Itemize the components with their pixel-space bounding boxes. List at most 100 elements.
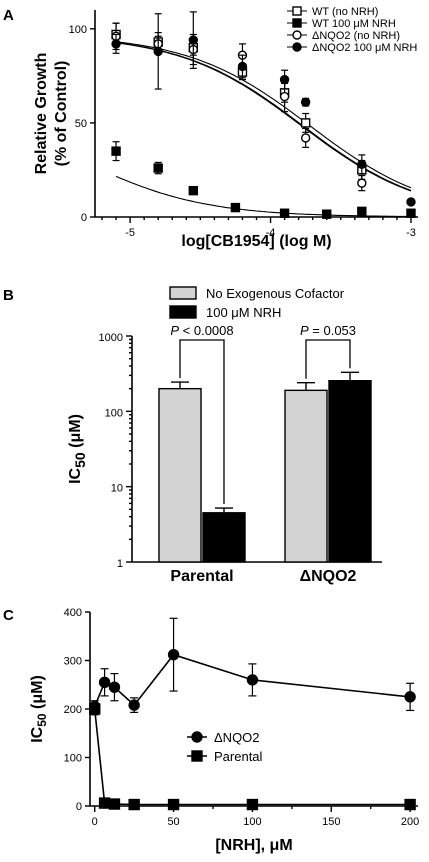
bar-nqo2-s1 (284, 389, 328, 563)
legend-label: No Exogenous Cofactor (206, 286, 345, 301)
y-tick-label: 100 (64, 753, 82, 765)
data-point-s4 (188, 35, 199, 45)
data-point-s2 (98, 797, 111, 809)
y-axis-label-main: IC (67, 467, 84, 483)
data-point-s3 (300, 133, 311, 143)
y-tick-label: 0 (81, 212, 87, 224)
data-point-s1 (128, 699, 140, 711)
data-point-s1 (404, 691, 416, 703)
x-tick-label: -4 (266, 227, 276, 239)
x-tick-label: 200 (401, 816, 419, 828)
data-point-s3 (279, 91, 290, 102)
x-axis-label: log[CB1954] (log M) (181, 233, 331, 250)
data-point-s4 (279, 74, 290, 85)
data-point-s4 (357, 159, 367, 170)
data-point-s4 (153, 46, 163, 57)
panel-label-c: C (3, 607, 14, 624)
p-value-letter: P (300, 323, 309, 338)
data-point-s4 (300, 97, 311, 107)
y-axis-label-subscript: 50 (35, 713, 49, 727)
significance-bracket (305, 339, 351, 379)
p-value-annotation: P = 0.053 (300, 323, 356, 338)
legend-marker (191, 750, 203, 762)
p-value-letter: P (170, 323, 179, 338)
data-point-s1 (167, 648, 180, 661)
data-point-s2 (322, 209, 332, 219)
data-point-s2 (153, 163, 163, 173)
data-point-s2 (279, 208, 290, 218)
y-tick-label: 200 (64, 704, 82, 716)
data-point-s2 (128, 798, 140, 811)
data-point-s1 (108, 681, 121, 693)
data-point-s2 (246, 798, 259, 811)
bar-nqo2-s2 (328, 380, 372, 563)
legend-label: ΔNQO2 (214, 730, 260, 745)
data-point-s2 (406, 208, 416, 218)
x-tick-label: 0 (92, 816, 98, 828)
y-tick-label: 1 (117, 558, 123, 570)
significance-bracket (179, 339, 225, 505)
x-axis-label: [NRH], μM (215, 837, 292, 854)
y-tick-label: 0 (76, 801, 82, 813)
legend-label: Parental (214, 749, 263, 764)
y-axis-label-line2: (% of Control) (53, 61, 70, 167)
data-point-s4 (237, 61, 248, 72)
data-point-s2 (108, 798, 121, 810)
panel-label-b: B (3, 287, 14, 304)
y-tick-label: 50 (75, 118, 87, 130)
data-point-s1 (98, 676, 111, 689)
y-tick-label: 1000 (99, 332, 123, 344)
data-point-s2 (188, 185, 199, 196)
y-axis-label: IC50 (μM) (67, 414, 88, 484)
data-point-s2 (167, 798, 180, 811)
y-axis-label-main: IC (29, 726, 46, 742)
y-axis-label-subscript: 50 (72, 452, 88, 468)
legend-marker (292, 42, 302, 52)
panel-b-ic50-bar-chart: 1 10 100 1000 IC50 (μM) Parental P < 0.0008 ΔNQ… (67, 286, 382, 585)
category-label: ΔNQO2 (300, 568, 357, 585)
legend-label: WT (no NRH) (312, 6, 378, 18)
p-value-text: < 0.0008 (179, 323, 234, 338)
bar-parental-s1 (158, 387, 202, 563)
data-point-s1 (300, 118, 311, 128)
y-tick-label: 300 (64, 656, 82, 668)
y-tick-label: 400 (64, 607, 82, 619)
y-axis-label-unit: (μM) (67, 414, 84, 452)
data-point-s2 (404, 798, 416, 811)
legend-marker (292, 30, 302, 40)
x-tick-label: 150 (322, 816, 340, 828)
x-tick-label: 50 (167, 816, 179, 828)
x-tick-label: -3 (406, 227, 416, 239)
panel-a-dose-response-chart: 0 50 100 -5 -4 -3 log[CB1954] (log M) Relative … (33, 6, 418, 250)
p-value-text: = 0.053 (309, 323, 356, 338)
y-axis-label-unit: (μM) (29, 675, 46, 713)
x-tick-label: 100 (243, 816, 261, 828)
legend-label: WT 100 μM NRH (312, 18, 396, 30)
x-tick-label: -5 (125, 227, 135, 239)
y-tick-label: 10 (111, 483, 123, 495)
data-point-s3 (357, 178, 367, 188)
data-point-s2 (357, 206, 367, 217)
y-tick-label: 100 (105, 407, 123, 419)
data-point-s1 (246, 674, 259, 686)
legend-marker (292, 18, 302, 28)
data-point-s4 (111, 39, 121, 49)
data-point-s2 (89, 703, 101, 715)
bar-parental-s2 (202, 512, 246, 563)
legend-label: ΔNQO2 (no NRH) (312, 30, 400, 42)
legend-label: ΔNQO2 100 μM NRH (312, 42, 417, 54)
legend-swatch (169, 305, 197, 319)
legend-swatch (169, 286, 197, 300)
legend-marker (292, 6, 302, 16)
legend-marker (191, 731, 203, 743)
y-axis-label-line1: Relative Growth (33, 53, 50, 175)
category-label: Parental (170, 568, 233, 585)
p-value-annotation: P < 0.0008 (170, 323, 233, 338)
y-axis-label: IC50 (μM) (29, 675, 49, 743)
legend-label: 100 μM NRH (206, 305, 281, 320)
data-point-s2 (230, 202, 241, 213)
panel-label-a: A (3, 7, 14, 24)
data-point-s4 (406, 197, 416, 207)
